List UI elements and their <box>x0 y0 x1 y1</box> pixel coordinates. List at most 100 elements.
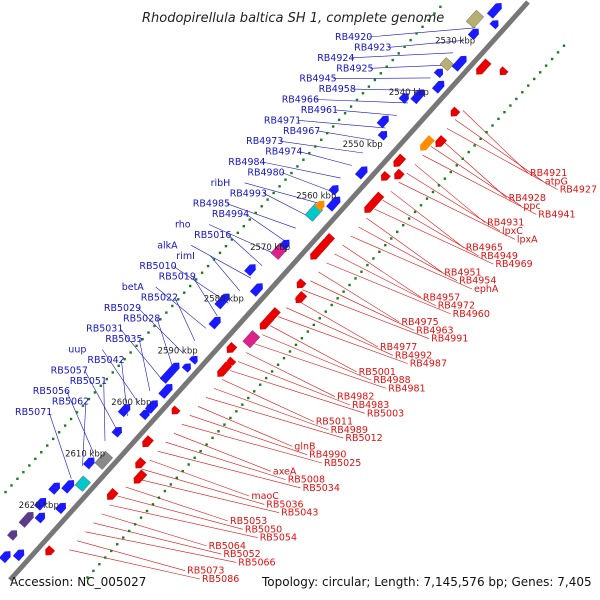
tick-dot <box>235 410 238 413</box>
gene-label-right[interactable]: RB4987 <box>410 359 447 370</box>
gene-label-right[interactable]: RB4972 <box>438 301 475 312</box>
gene-label-left[interactable]: RB4923 <box>354 42 391 53</box>
gene-label-left[interactable]: RB4984 <box>228 157 265 168</box>
gene-label-right[interactable]: RB4991 <box>431 334 468 345</box>
tick-dot <box>129 351 132 354</box>
gene-label-left[interactable]: RB4924 <box>317 53 354 64</box>
gene-label-right[interactable]: RB5036 <box>266 499 303 510</box>
gene-label-right[interactable]: RB4957 <box>423 292 460 303</box>
gene-label-right[interactable]: RB4963 <box>416 325 453 336</box>
gene-label-right[interactable]: RB4928 <box>509 193 546 204</box>
gene-label-right[interactable]: RB5052 <box>223 549 260 560</box>
gene-label-left[interactable]: RB4925 <box>336 63 373 74</box>
gene-feature <box>7 530 18 541</box>
gene-label-right[interactable]: maoC <box>251 491 279 502</box>
gene-label-left[interactable]: RB5031 <box>86 324 123 335</box>
gene-label-right[interactable]: RB5025 <box>324 458 361 469</box>
gene-label-left[interactable]: RB5057 <box>51 365 88 376</box>
gene-label-right[interactable]: RB4992 <box>395 350 432 361</box>
gene-label-left[interactable]: RB5028 <box>123 313 160 324</box>
gene-label-right[interactable]: RB4954 <box>459 276 496 287</box>
gene-label-right[interactable]: RB4931 <box>487 218 524 229</box>
gene-label-left[interactable]: RB5042 <box>87 355 124 366</box>
gene-label-left[interactable]: RB5022 <box>141 292 178 303</box>
gene-label-left[interactable]: RB5062 <box>52 397 89 408</box>
gene-label-right[interactable]: RB5043 <box>281 508 318 519</box>
gene-label-right[interactable]: RB4988 <box>373 375 410 386</box>
tick-dot <box>181 469 184 473</box>
gene-label-right[interactable]: RB5064 <box>209 541 246 552</box>
leader-line <box>210 255 240 291</box>
gene-label-left[interactable]: RB4967 <box>283 126 320 137</box>
gene-label-right[interactable]: RB4960 <box>453 309 490 320</box>
gene-label-right[interactable]: RB4951 <box>444 267 481 278</box>
gene-label-left[interactable]: RB5051 <box>70 376 107 387</box>
gene-label-right[interactable]: RB5066 <box>238 557 275 568</box>
gene-label-right[interactable]: RB5008 <box>288 475 325 486</box>
gene-label-right[interactable]: RB5003 <box>367 408 404 419</box>
tick-dot <box>104 556 107 559</box>
gene-label-right[interactable]: atpG <box>545 176 568 187</box>
gene-label-right[interactable]: RB4975 <box>401 317 438 328</box>
gene-label-right[interactable]: RB5034 <box>303 483 340 494</box>
gene-label-right[interactable]: RB4969 <box>495 259 532 270</box>
gene-label-right[interactable]: RB5011 <box>316 417 353 428</box>
leader-line <box>263 193 308 216</box>
gene-feature <box>171 405 181 415</box>
gene-label-left[interactable]: RB5010 <box>139 261 176 272</box>
gene-label-left[interactable]: RB4980 <box>247 167 284 178</box>
gene-label-left[interactable]: RB5016 <box>194 230 231 241</box>
gene-label-left[interactable]: RB4920 <box>335 32 372 43</box>
tick-dot <box>527 84 530 87</box>
gene-label-left[interactable]: RB4973 <box>246 136 283 147</box>
gene-label-right[interactable]: axeA <box>273 466 297 477</box>
gene-label-right[interactable]: ppc <box>523 201 540 212</box>
gene-label-left[interactable]: RB4993 <box>230 188 267 199</box>
gene-label-right[interactable]: RB5050 <box>245 524 282 535</box>
gene-label-left[interactable]: RB5019 <box>159 272 196 283</box>
gene-label-right[interactable]: RB5053 <box>230 516 267 527</box>
gene-label-right[interactable]: RB4982 <box>337 392 374 403</box>
gene-label-right[interactable]: RB5001 <box>359 367 396 378</box>
gene-label-left[interactable]: betA <box>122 282 145 293</box>
gene-label-left[interactable]: alkA <box>157 240 178 251</box>
gene-label-left[interactable]: rho <box>175 220 191 231</box>
gene-label-right[interactable]: lpxC <box>502 226 523 237</box>
gene-label-right[interactable]: RB4921 <box>530 168 567 179</box>
gene-label-left[interactable]: RB5071 <box>15 407 52 418</box>
gene-label-left[interactable]: RB4974 <box>265 147 302 158</box>
gene-label-right[interactable]: RB4949 <box>481 251 518 262</box>
gene-label-left[interactable]: RB5029 <box>104 303 141 314</box>
gene-label-right[interactable]: RB5054 <box>260 533 297 544</box>
gene-label-left[interactable]: RB4958 <box>319 84 356 95</box>
gene-label-right[interactable]: RB4990 <box>309 450 346 461</box>
tick-dot <box>443 177 447 180</box>
gene-label-left[interactable]: RB5056 <box>33 386 70 397</box>
gene-label-left[interactable]: rimI <box>176 251 195 262</box>
gene-label-left[interactable]: RB4961 <box>301 105 338 116</box>
gene-label-right[interactable]: RB4983 <box>352 400 389 411</box>
tick-dot <box>288 350 292 353</box>
gene-label-right[interactable]: RB4941 <box>538 209 575 220</box>
gene-label-right[interactable]: lpxA <box>517 234 538 245</box>
gene-label-left[interactable]: RB4985 <box>193 199 230 210</box>
gene-label-right[interactable]: RB5086 <box>202 574 239 585</box>
gene-label-right[interactable]: RB4927 <box>560 185 597 196</box>
gene-label-left[interactable]: ribH <box>211 178 231 189</box>
gene-label-right[interactable]: RB5073 <box>187 566 224 577</box>
gene-label-right[interactable]: RB5012 <box>345 433 382 444</box>
gene-label-right[interactable]: glnB <box>294 441 315 452</box>
tick-dot <box>46 444 49 447</box>
gene-label-right[interactable]: ephA <box>474 284 499 295</box>
gene-label-right[interactable]: RB4965 <box>466 243 503 254</box>
gene-label-left[interactable]: RB4966 <box>282 95 319 106</box>
gene-label-left[interactable]: RB4994 <box>212 209 249 220</box>
gene-label-right[interactable]: RB4981 <box>388 383 425 394</box>
gene-label-left[interactable]: RB5035 <box>105 334 142 345</box>
gene-feature <box>377 130 388 141</box>
gene-label-left[interactable]: uup <box>68 345 86 356</box>
gene-label-right[interactable]: RB4977 <box>380 342 417 353</box>
gene-label-left[interactable]: RB4945 <box>299 74 336 85</box>
gene-label-left[interactable]: RB4971 <box>264 115 301 126</box>
gene-label-right[interactable]: RB4989 <box>331 425 368 436</box>
